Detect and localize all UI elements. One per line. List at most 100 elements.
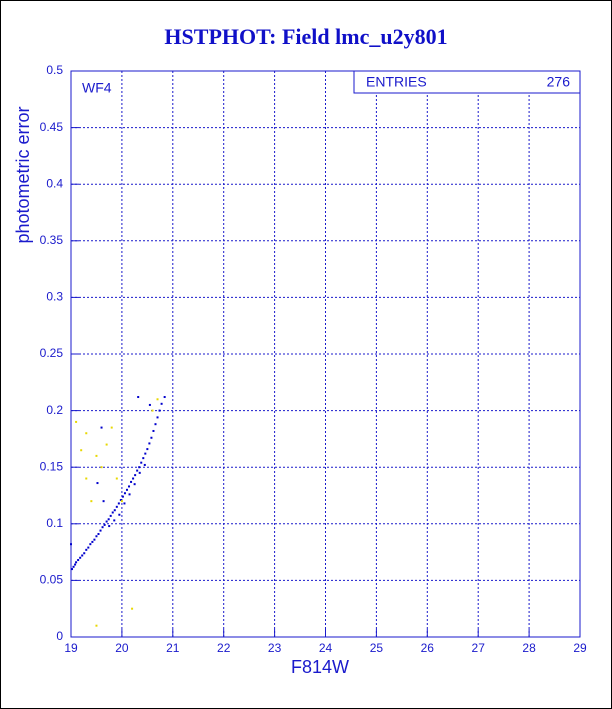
point — [96, 482, 99, 485]
point — [95, 454, 98, 457]
x-tick-label: 24 — [319, 641, 333, 655]
point — [113, 509, 116, 512]
y-tick-label: 0.5 — [46, 63, 63, 77]
point — [123, 502, 126, 505]
y-tick-label: 0.25 — [40, 346, 64, 360]
y-tick-label: 0.2 — [46, 403, 63, 417]
point — [83, 552, 86, 555]
x-tick-label: 25 — [370, 641, 384, 655]
point — [128, 493, 131, 496]
point — [115, 505, 118, 508]
point — [87, 546, 90, 549]
point — [109, 514, 112, 517]
point — [81, 554, 84, 557]
x-tick-label: 19 — [64, 641, 78, 655]
point — [80, 449, 83, 452]
point — [103, 523, 106, 526]
point — [143, 463, 146, 466]
point — [136, 469, 139, 472]
y-tick-label: 0.1 — [46, 516, 63, 530]
point — [140, 461, 143, 464]
point — [102, 500, 105, 503]
point — [160, 402, 163, 405]
point — [108, 525, 111, 528]
y-axis-label: photometric error — [13, 106, 33, 243]
y-tick-label: 0.15 — [40, 459, 64, 473]
point — [85, 432, 88, 435]
point — [118, 513, 121, 516]
point — [144, 452, 147, 455]
point — [158, 409, 161, 412]
point — [148, 403, 151, 406]
annotation: WF4 — [82, 80, 112, 96]
point — [79, 556, 82, 559]
point — [131, 607, 134, 610]
point — [100, 426, 103, 429]
point — [119, 499, 122, 502]
point — [151, 409, 154, 412]
x-tick-label: 22 — [217, 641, 231, 655]
stats-box — [353, 70, 581, 94]
point — [121, 495, 124, 498]
x-tick-label: 28 — [522, 641, 536, 655]
stats-value: 276 — [547, 74, 571, 90]
y-tick-label: 0.3 — [46, 290, 63, 304]
point — [156, 416, 159, 419]
point — [138, 471, 141, 474]
point — [105, 520, 108, 523]
point — [113, 519, 116, 522]
point — [128, 485, 131, 488]
point — [77, 559, 80, 562]
y-tick-label: 0.05 — [40, 573, 64, 587]
point — [107, 518, 110, 521]
point — [95, 624, 98, 627]
point — [105, 443, 108, 446]
point — [101, 526, 104, 529]
point — [134, 474, 137, 477]
point — [93, 538, 96, 541]
point — [89, 543, 92, 546]
point — [125, 488, 128, 491]
y-tick-label: 0.45 — [40, 120, 64, 134]
point — [91, 540, 94, 543]
point — [152, 429, 155, 432]
chart-title: HSTPHOT: Field lmc_u2y801 — [164, 24, 447, 49]
point — [117, 502, 120, 505]
point — [90, 500, 93, 503]
point — [146, 448, 149, 451]
point — [100, 466, 103, 469]
point — [95, 535, 98, 538]
point — [156, 398, 159, 401]
x-tick-label: 27 — [472, 641, 486, 655]
point — [75, 420, 78, 423]
x-axis-label: F814W — [291, 657, 349, 677]
point — [85, 477, 88, 480]
point — [154, 423, 157, 426]
point — [132, 477, 135, 480]
point — [99, 529, 102, 532]
point — [70, 543, 72, 546]
point — [74, 563, 77, 566]
point — [110, 426, 113, 429]
point — [148, 442, 151, 445]
point — [85, 548, 88, 551]
point — [133, 483, 136, 486]
point — [142, 457, 145, 460]
point — [115, 477, 118, 480]
x-tick-label: 23 — [268, 641, 282, 655]
point — [75, 561, 78, 564]
y-tick-label: 0.35 — [40, 233, 64, 247]
point — [97, 532, 100, 535]
point — [150, 436, 153, 439]
stats-label: ENTRIES — [366, 74, 427, 90]
point — [138, 466, 141, 469]
y-tick-label: 0 — [56, 629, 63, 643]
x-tick-label: 26 — [421, 641, 435, 655]
y-tick-label: 0.4 — [46, 176, 63, 190]
point — [123, 492, 126, 495]
x-tick-label: 20 — [115, 641, 129, 655]
x-tick-label: 29 — [573, 641, 587, 655]
plot-frame — [70, 70, 581, 638]
point — [137, 396, 140, 399]
